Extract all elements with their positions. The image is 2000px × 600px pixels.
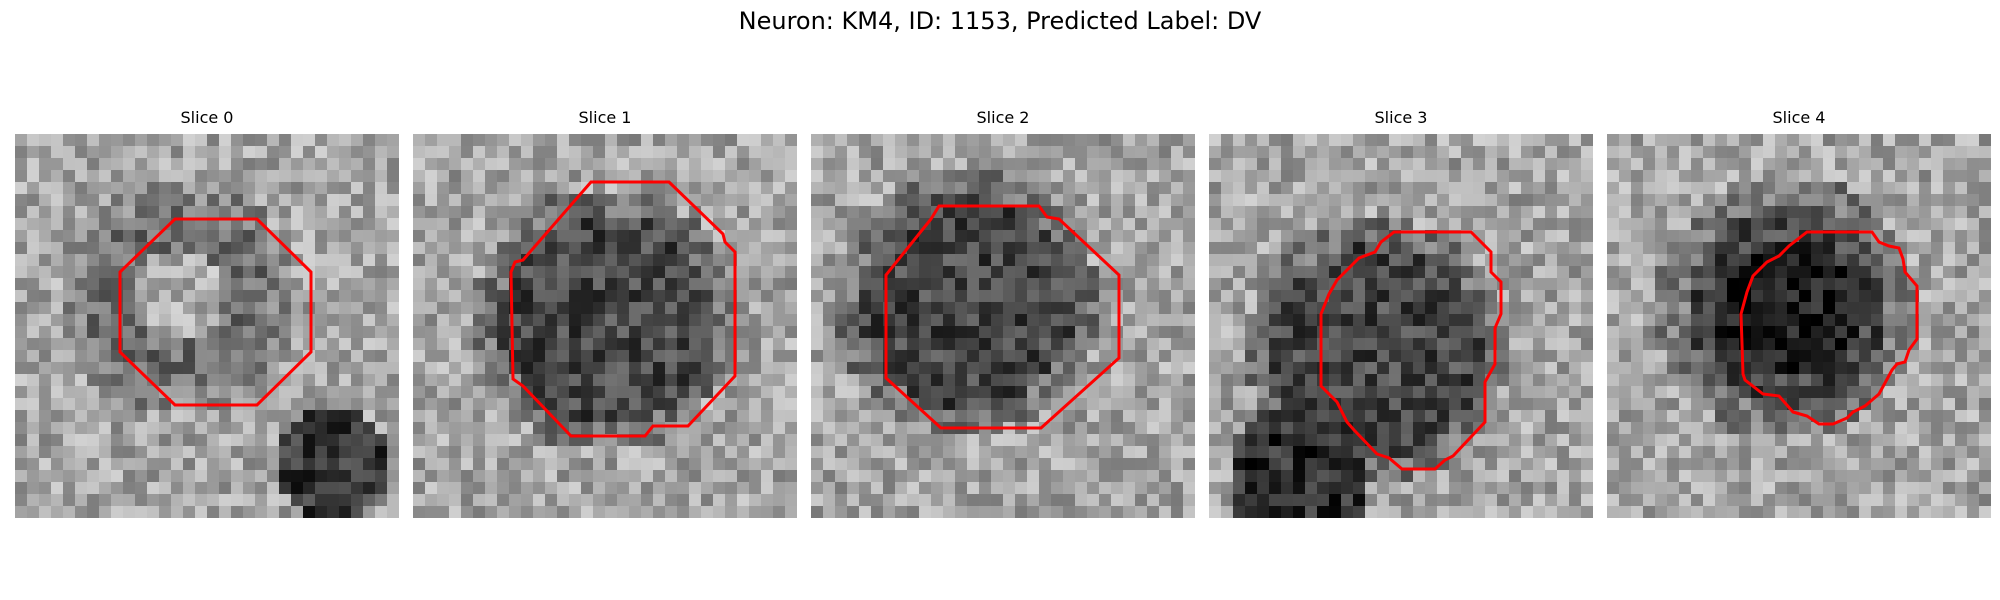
slice-title: Slice 1 [578, 108, 632, 127]
slice-title: Slice 0 [180, 108, 234, 127]
pixel-grid [413, 134, 797, 518]
slice-image [15, 134, 399, 518]
pixel-grid [1209, 134, 1593, 518]
slice-image [1607, 134, 1991, 518]
cell-contour [1739, 230, 1919, 426]
slice-image [413, 134, 797, 518]
slice-title: Slice 2 [976, 108, 1030, 127]
pixel-grid [1607, 134, 1991, 518]
cell-contour [118, 217, 313, 407]
cell-contour [509, 180, 737, 438]
cell-contour [884, 204, 1121, 430]
cell-contour [1319, 230, 1503, 471]
slice-image [1209, 134, 1593, 518]
slice-title: Slice 4 [1772, 108, 1826, 127]
slice-title: Slice 3 [1374, 108, 1428, 127]
figure-title: Neuron: KM4, ID: 1153, Predicted Label: … [738, 7, 1262, 35]
slice-image [811, 134, 1195, 518]
pixel-grid [15, 134, 399, 518]
pixel-grid [811, 134, 1195, 518]
